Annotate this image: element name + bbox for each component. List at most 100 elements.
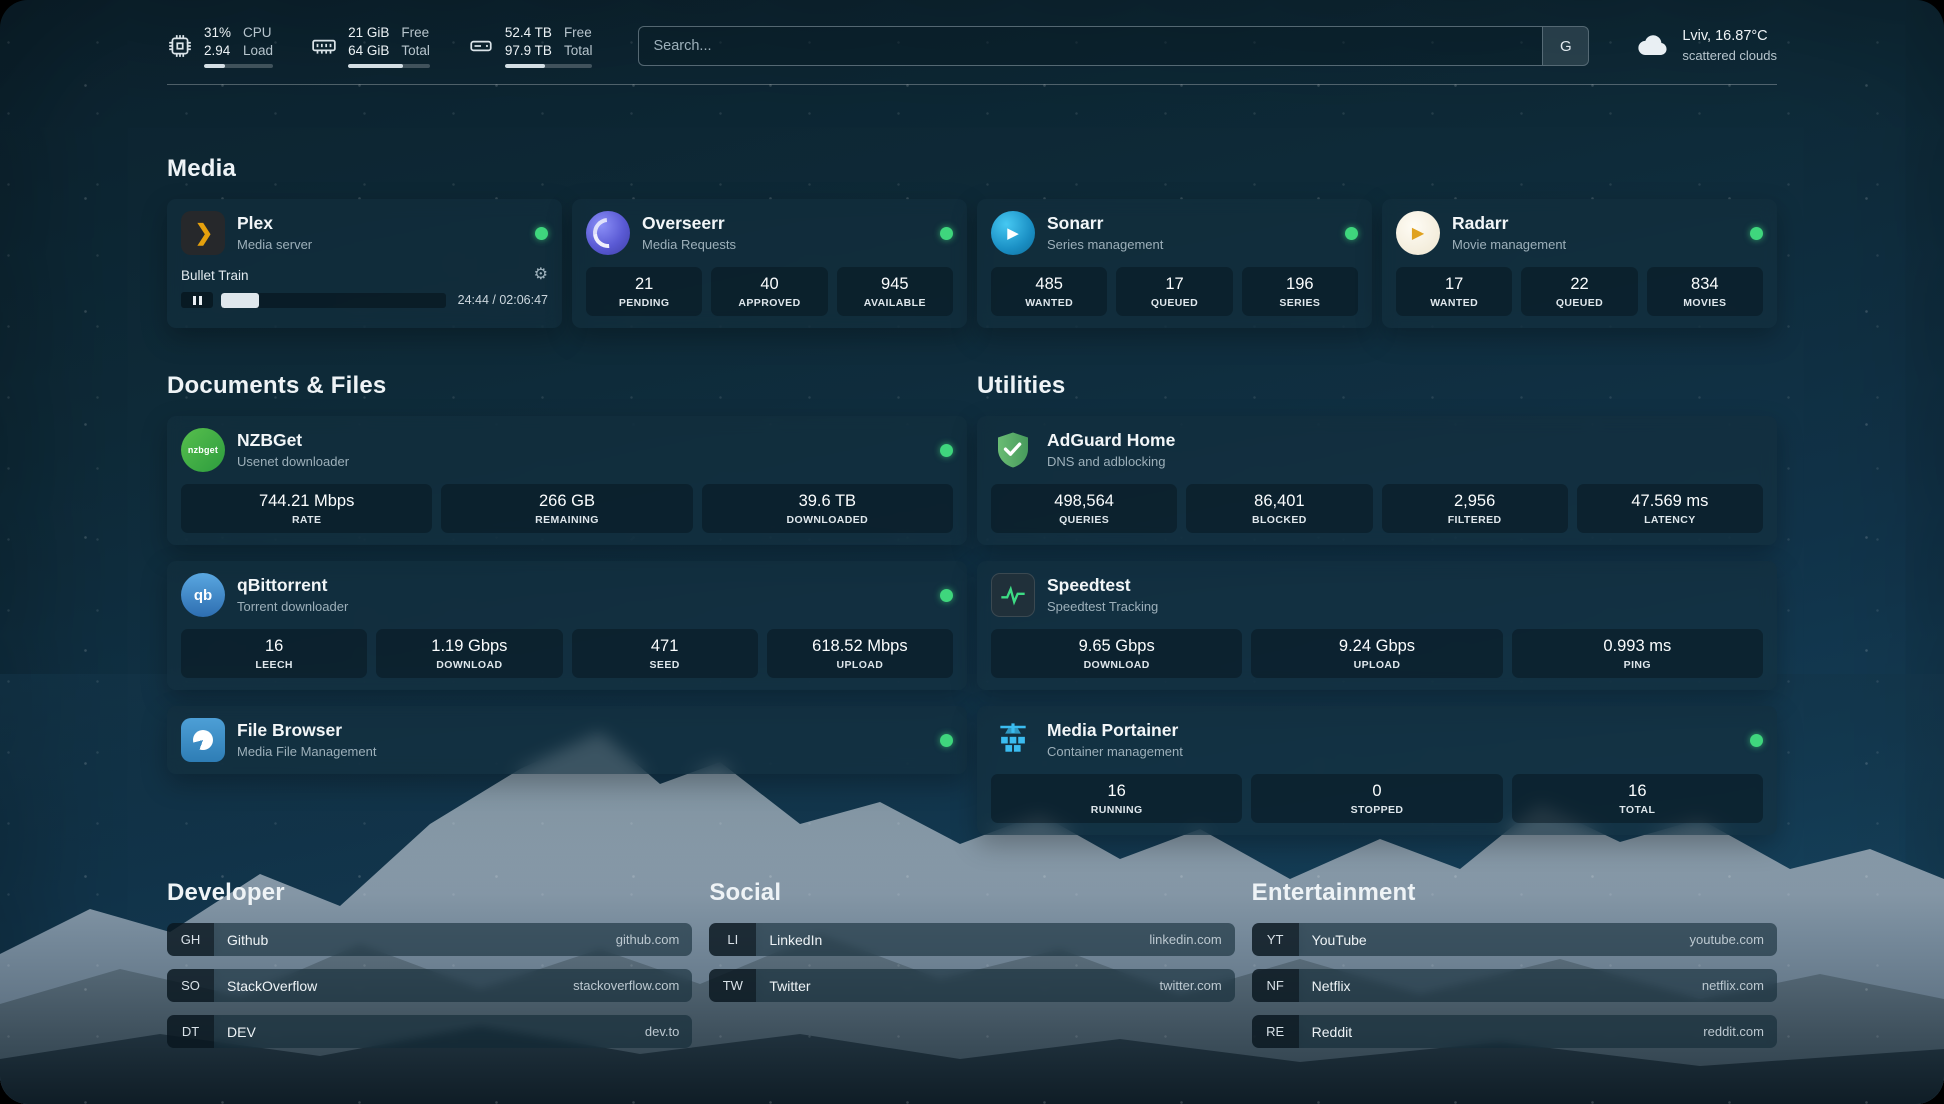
memory-icon — [312, 39, 336, 54]
memory-progressbar — [348, 63, 430, 68]
overseerr-card[interactable]: Overseerr Media Requests 21 PENDING 40 A… — [572, 199, 967, 328]
sonarr-stat-queued: 17 QUEUED — [1116, 267, 1233, 316]
system-monitors: 31% 2.94 CPU Load — [167, 24, 593, 68]
adguard-shield-icon — [991, 428, 1035, 472]
utilities-heading: Utilities — [977, 372, 1066, 399]
sonarr-title: Sonarr — [1047, 212, 1104, 233]
sonarr-card[interactable]: ▶ Sonarr Series management 485 WANTED — [977, 199, 1372, 328]
plex-pause-button[interactable] — [181, 292, 213, 308]
disk-readout: 52.4 TB 97.9 TB Free Total — [504, 24, 593, 68]
radarr-stat-wanted: 17 WANTED — [1396, 267, 1513, 316]
qbittorrent-subtitle: Torrent downloader — [237, 598, 349, 614]
social-bookmarks: Social LI LinkedIn linkedin.com TW Twitt… — [709, 879, 1235, 1061]
speedtest-stat-download: 9.65 Gbps DOWNLOAD — [991, 629, 1243, 678]
bookmark-youtube[interactable]: YT YouTube youtube.com — [1251, 923, 1777, 956]
nzbget-title: NZBGet — [237, 429, 303, 450]
bookmark-github[interactable]: GH Github github.com — [167, 923, 693, 956]
filebrowser-card[interactable]: File Browser Media File Management — [167, 706, 967, 774]
radarr-title: Radarr — [1452, 212, 1509, 233]
memory-monitor: 21 GiB 64 GiB Free Total — [311, 24, 430, 68]
search-input[interactable] — [639, 27, 1543, 65]
adguard-stat-queries: 498,564 QUERIES — [991, 484, 1178, 533]
cpu-readout: 31% 2.94 CPU Load — [204, 24, 274, 68]
adguard-title: AdGuard Home — [1047, 429, 1176, 450]
plex-card[interactable]: ❯ Plex Media server Bullet Train ⚙ — [167, 199, 562, 328]
adguard-subtitle: DNS and adblocking — [1047, 453, 1166, 469]
bookmark-dev[interactable]: DT DEV dev.to — [167, 1015, 693, 1048]
utilities-column: Utilities — [977, 372, 1777, 835]
radarr-icon: ▶ — [1396, 211, 1440, 255]
qbittorrent-status-dot — [940, 588, 953, 602]
qbittorrent-stat-download: 1.19 Gbps DOWNLOAD — [376, 629, 563, 678]
topbar: 31% 2.94 CPU Load — [167, 0, 1777, 68]
overseerr-stat-available: 945 AVAILABLE — [836, 267, 953, 316]
sonarr-icon: ▶ — [991, 211, 1035, 255]
adguard-card[interactable]: AdGuard Home DNS and adblocking 498,564 … — [977, 416, 1777, 545]
weather-condition: scattered clouds — [1682, 48, 1777, 64]
portainer-title: Media Portainer — [1047, 719, 1179, 740]
adguard-stat-latency: 47.569 ms LATENCY — [1576, 484, 1763, 533]
nzbget-stat-rate: 744.21 Mbps RATE — [181, 484, 433, 533]
speedtest-card[interactable]: Speedtest Speedtest Tracking 9.65 Gbps D… — [977, 561, 1777, 690]
bookmark-reddit[interactable]: RE Reddit reddit.com — [1251, 1015, 1777, 1048]
radarr-subtitle: Movie management — [1452, 236, 1567, 252]
filebrowser-status-dot — [940, 733, 953, 747]
disk-progressbar — [504, 63, 593, 68]
overseerr-title: Overseerr — [642, 212, 725, 233]
bookmark-linkedin[interactable]: LI LinkedIn linkedin.com — [709, 923, 1235, 956]
media-section: Media ❯ Plex Media server Bullet Train — [167, 155, 1777, 328]
bookmark-netflix[interactable]: NF Netflix netflix.com — [1251, 969, 1777, 1002]
memory-label-1: Free — [401, 25, 430, 41]
nzbget-card[interactable]: nzbget NZBGet Usenet downloader 744.21 M… — [167, 416, 967, 545]
cpu-loadavg: 2.94 — [204, 43, 231, 58]
portainer-icon — [991, 718, 1035, 762]
cpu-progressbar — [204, 63, 274, 68]
portainer-subtitle: Container management — [1047, 743, 1183, 759]
plex-title: Plex — [237, 212, 273, 233]
qbittorrent-stat-leech: 16 LEECH — [181, 629, 368, 678]
overseerr-subtitle: Media Requests — [642, 236, 736, 252]
cpu-icon — [169, 35, 191, 57]
disk-label-2: Total — [563, 43, 593, 58]
bookmark-stackoverflow[interactable]: SO StackOverflow stackoverflow.com — [167, 969, 693, 1002]
overseerr-stat-pending: 21 PENDING — [586, 267, 703, 316]
disk-label-1: Free — [563, 25, 592, 41]
filebrowser-icon — [181, 718, 225, 762]
plex-settings-gear-icon[interactable]: ⚙ — [533, 266, 548, 283]
memory-label-2: Total — [401, 43, 430, 58]
adguard-stat-blocked: 86,401 BLOCKED — [1186, 484, 1373, 533]
documents-heading: Documents & Files — [167, 372, 387, 399]
adguard-stat-filtered: 2,956 FILTERED — [1381, 484, 1568, 533]
qbittorrent-card[interactable]: qb qBittorrent Torrent downloader 16 LEE… — [167, 561, 967, 690]
qbittorrent-stat-seed: 471 SEED — [571, 629, 758, 678]
plex-progress-track[interactable] — [221, 292, 446, 308]
portainer-status-dot — [1750, 733, 1763, 747]
cpu-label-2: Load — [243, 43, 274, 58]
radarr-status-dot — [1750, 226, 1763, 240]
developer-heading: Developer — [167, 879, 285, 906]
documents-column: Documents & Files nzbget NZBGet Usenet d… — [167, 372, 967, 774]
radarr-card[interactable]: ▶ Radarr Movie management 17 WANTED — [1382, 199, 1777, 328]
media-heading: Media — [167, 155, 237, 182]
speedtest-icon — [991, 573, 1035, 617]
search-bar: G — [638, 26, 1590, 66]
memory-readout: 21 GiB 64 GiB Free Total — [348, 24, 430, 68]
plex-icon: ❯ — [181, 211, 225, 255]
bookmark-twitter[interactable]: TW Twitter twitter.com — [709, 969, 1235, 1002]
sonarr-subtitle: Series management — [1047, 236, 1164, 252]
nzbget-status-dot — [940, 443, 953, 457]
social-heading: Social — [709, 879, 782, 906]
plex-now-playing: Bullet Train — [181, 267, 249, 283]
speedtest-stat-ping: 0.993 ms PING — [1511, 629, 1763, 678]
memory-total: 64 GiB — [348, 43, 390, 58]
radarr-stat-movies: 834 MOVIES — [1646, 267, 1763, 316]
developer-bookmarks: Developer GH Github github.com SO StackO… — [167, 879, 693, 1061]
search-provider-button[interactable]: G — [1542, 27, 1589, 65]
qbittorrent-title: qBittorrent — [237, 574, 328, 595]
filebrowser-title: File Browser — [237, 719, 343, 740]
speedtest-title: Speedtest — [1047, 574, 1131, 595]
overseerr-status-dot — [940, 226, 953, 240]
speedtest-stat-upload: 9.24 Gbps UPLOAD — [1251, 629, 1503, 678]
portainer-card[interactable]: Media Portainer Container management 16 … — [977, 706, 1777, 835]
qbittorrent-stat-upload: 618.52 Mbps UPLOAD — [766, 629, 953, 678]
